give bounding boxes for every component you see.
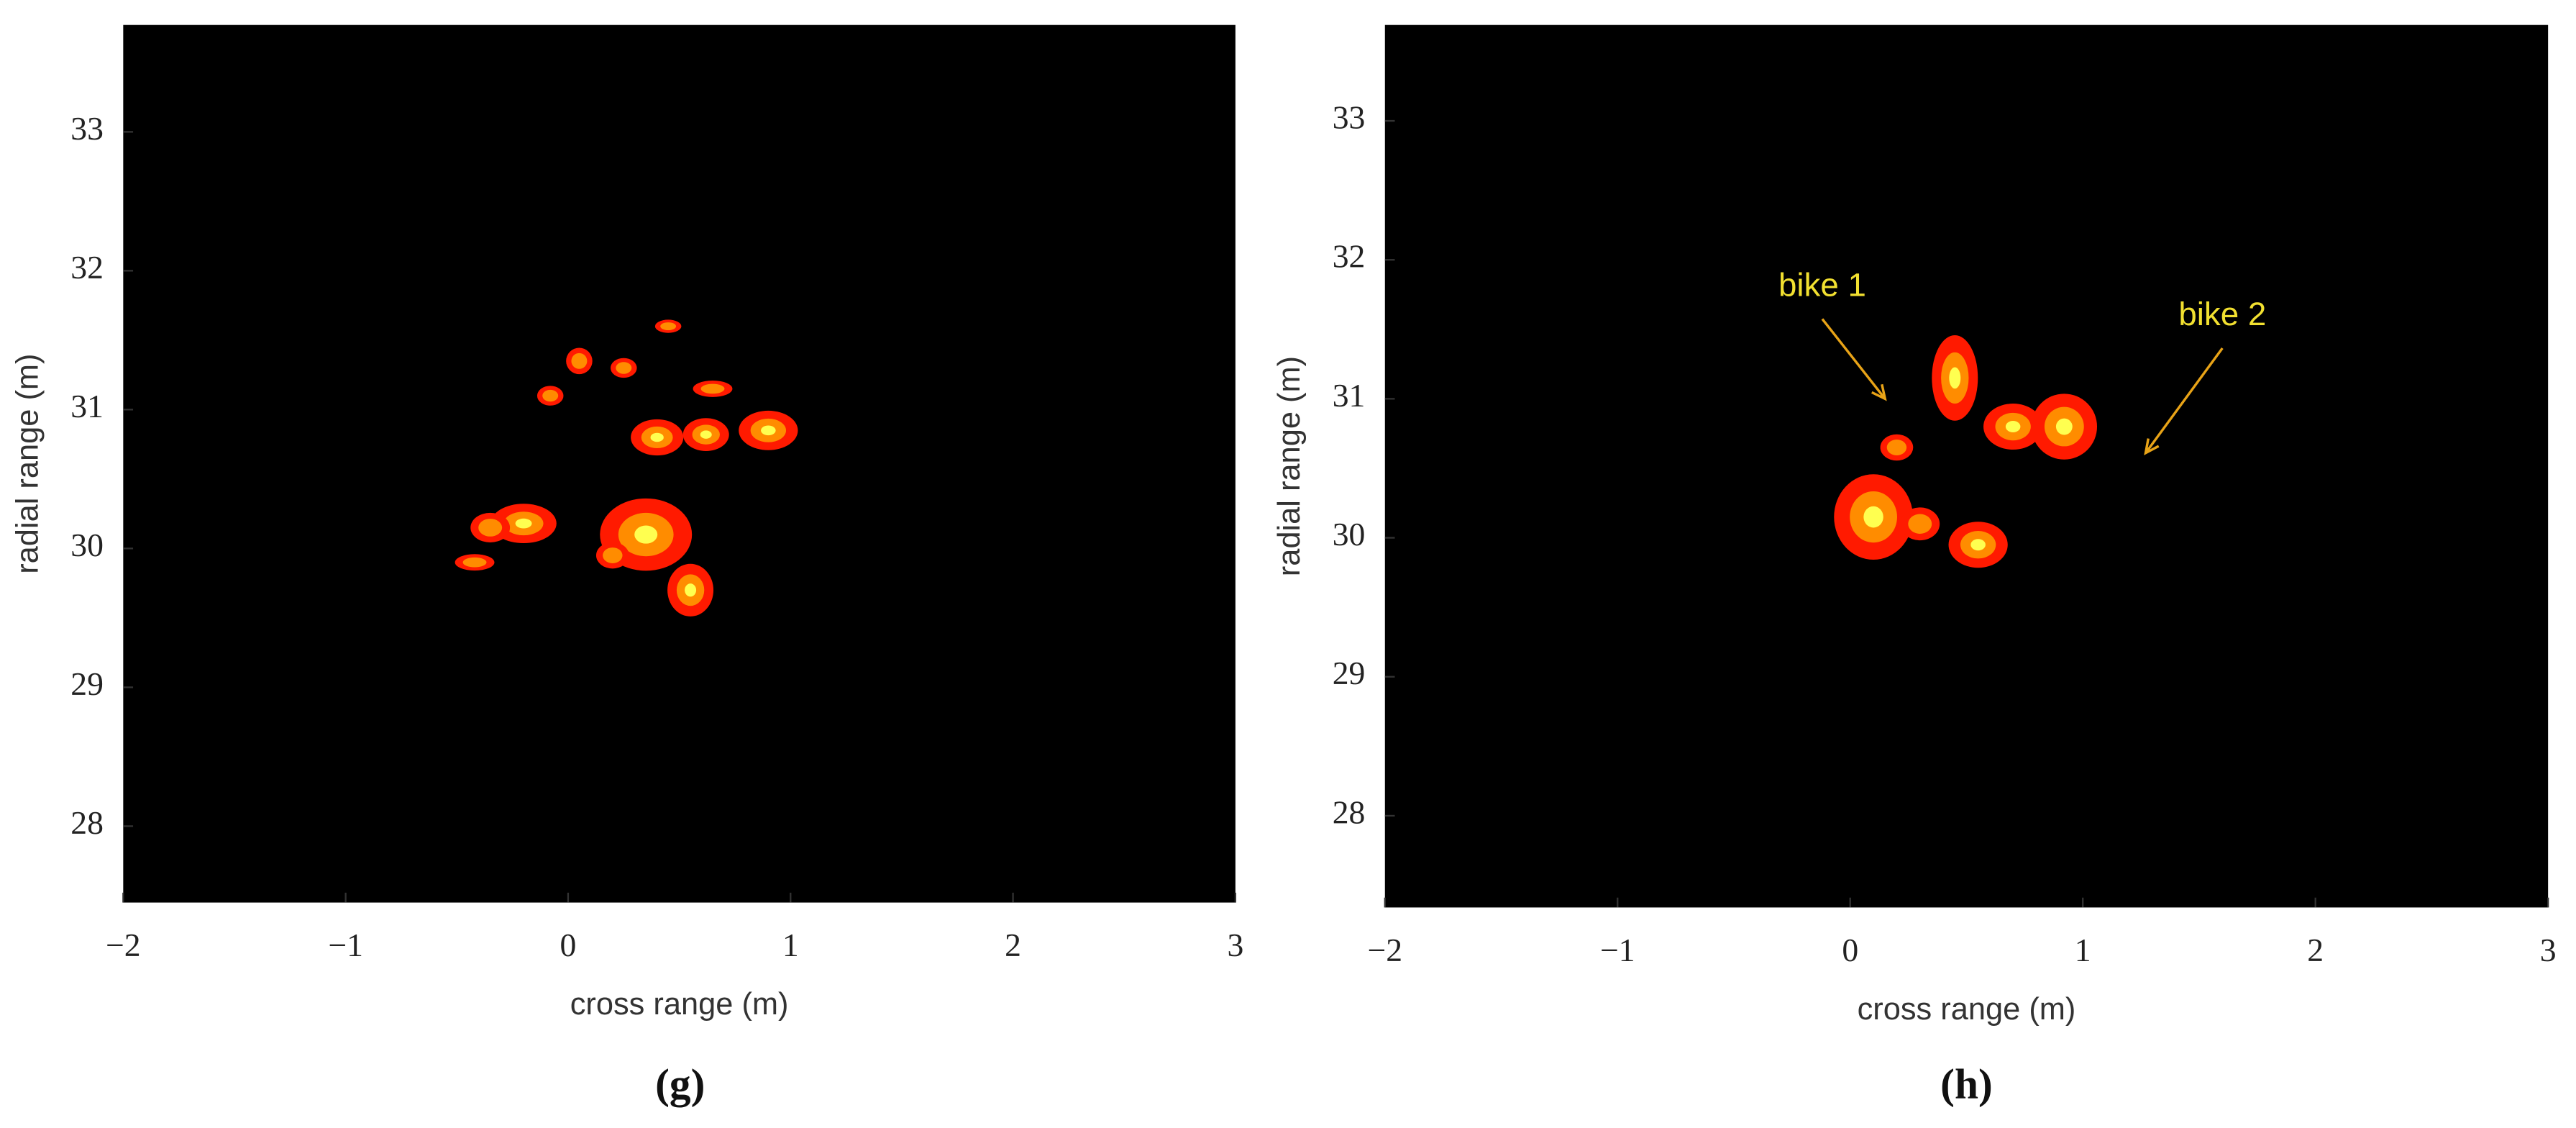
hotspot [1948, 522, 2008, 568]
contour-level [603, 547, 623, 564]
y-tick-label: 30 [70, 527, 104, 563]
hotspot [667, 563, 714, 617]
hotspot [536, 386, 564, 406]
hotspot [470, 512, 511, 542]
x-tick-label: −1 [328, 927, 363, 963]
x-tick-label: 0 [560, 927, 577, 963]
x-tick-label: 3 [2540, 932, 2557, 968]
contour-level [571, 352, 588, 369]
hotspot [693, 380, 733, 397]
y-tick-label: 29 [70, 665, 104, 702]
hotspot [1834, 474, 1913, 560]
hotspot [2031, 394, 2098, 460]
y-tick-label: 31 [1333, 377, 1366, 414]
contour-level [1949, 367, 1961, 389]
y-tick-label: 32 [1333, 238, 1366, 275]
contour-level [700, 430, 712, 439]
annotation: bike 1 [1778, 266, 1866, 303]
x-axis-label: cross range (m) [570, 987, 789, 1022]
contour-level [2005, 421, 2021, 433]
x-tick-label: −2 [1367, 932, 1402, 968]
y-tick-label: 29 [1333, 655, 1366, 691]
x-tick-label: −2 [106, 927, 141, 963]
x-axis-label: cross range (m) [1858, 992, 2076, 1027]
x-tick-label: 3 [1227, 927, 1243, 963]
annotation-arrow [1821, 318, 1886, 400]
annotation: bike 2 [2178, 296, 2266, 332]
hotspot [611, 358, 637, 378]
plot-area [1384, 24, 2549, 908]
panel-label: (g) [655, 1060, 705, 1107]
panel-label: (h) [1940, 1060, 1993, 1107]
hotspot [1900, 507, 1940, 541]
arrow-head [1871, 383, 1887, 401]
hotspot [566, 347, 593, 375]
contour-level [761, 425, 776, 436]
hotspot [1983, 404, 2043, 450]
contour-level [1863, 506, 1883, 528]
hotspot [1880, 434, 1914, 461]
contour-level [1908, 514, 1932, 534]
hotspot [739, 410, 798, 450]
y-tick-label: 31 [70, 388, 104, 424]
y-tick-label: 32 [70, 249, 104, 286]
contour-level [2055, 418, 2073, 435]
annotation-arrow [2145, 347, 2224, 454]
y-tick-label: 28 [70, 804, 104, 841]
contour-level [542, 389, 559, 402]
y-tick-label: 33 [1333, 99, 1366, 135]
y-axis-label: radial range (m) [11, 354, 45, 574]
hotspot [455, 554, 495, 571]
y-tick-label: 33 [70, 110, 104, 147]
contour-level [660, 322, 677, 331]
contour-level [515, 518, 532, 529]
x-tick-label: −1 [1600, 932, 1635, 968]
x-tick-label: 2 [2307, 932, 2324, 968]
x-tick-label: 2 [1005, 927, 1021, 963]
contour-level [685, 583, 697, 597]
hotspot [654, 319, 682, 333]
hotspot [682, 418, 729, 451]
x-tick-label: 1 [782, 927, 799, 963]
contour-level [478, 519, 503, 537]
contour-level [1886, 440, 1907, 455]
hotspot [1932, 335, 1978, 421]
y-tick-label: 30 [1333, 516, 1366, 552]
hotspot [595, 542, 629, 569]
contour-level [462, 557, 487, 568]
contour-level [1970, 539, 1986, 551]
arrow-head [2144, 438, 2160, 455]
contour-level [634, 525, 658, 544]
contour-level [650, 432, 664, 442]
contour-level [616, 362, 632, 374]
plot-area [123, 24, 1236, 903]
contour-level [700, 383, 725, 394]
x-tick-label: 1 [2075, 932, 2091, 968]
x-tick-label: 0 [1842, 932, 1858, 968]
y-tick-label: 28 [1333, 793, 1366, 830]
y-axis-label: radial range (m) [1272, 356, 1307, 576]
hotspot [631, 419, 684, 456]
